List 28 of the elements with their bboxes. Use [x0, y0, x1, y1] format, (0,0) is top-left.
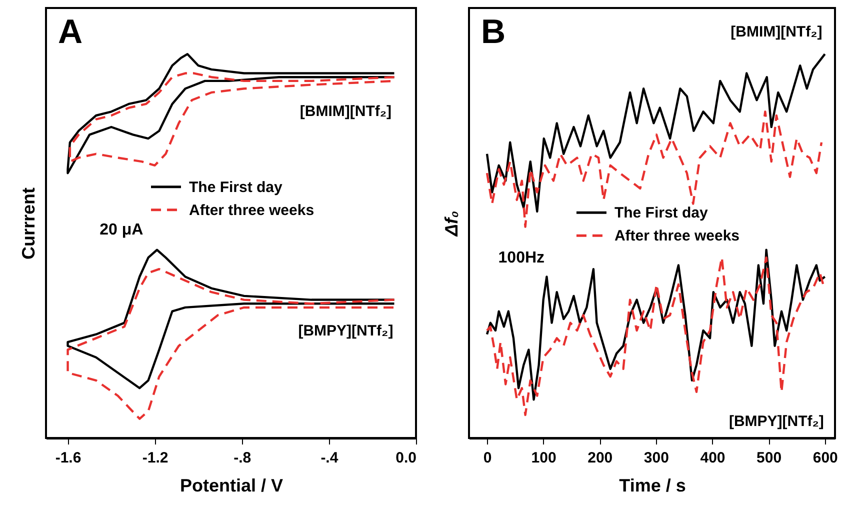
x-tick-label: -.4 — [320, 450, 339, 466]
x-tick-label: -.8 — [234, 450, 252, 466]
x-tick-label: 400 — [700, 450, 726, 466]
annotation: [BMPY][NTf₂] — [728, 412, 824, 430]
x-tick-label: -1.2 — [142, 450, 168, 466]
text: [BMIM][NTf₂] — [730, 24, 822, 41]
annotation: [BMIM][NTf₂] — [300, 103, 392, 120]
x-axis-title: Potential / V — [180, 476, 284, 496]
x-tick-label: -1.6 — [55, 450, 82, 466]
legend-label: The First day — [189, 178, 284, 196]
x-tick-label: 300 — [644, 450, 669, 466]
chart-title: B — [481, 13, 506, 51]
chart-title: A — [58, 13, 83, 51]
annotation: [BMPY][NTf₂] — [298, 322, 394, 340]
x-axis-title: Time / s — [619, 476, 686, 496]
x-tick-label: 0.0 — [396, 450, 416, 466]
x-tick-label: 200 — [588, 450, 613, 466]
legend-label: The First day — [614, 204, 708, 222]
x-tick-label: 0 — [483, 450, 492, 466]
x-tick-label: 600 — [812, 450, 838, 466]
y-axis-title: Δf₀ — [442, 210, 462, 238]
legend-label: After three weeks — [614, 228, 740, 245]
x-tick-label: 100 — [531, 450, 556, 466]
x-tick-label: 500 — [756, 450, 782, 466]
annotation: 20 μA — [100, 221, 144, 238]
y-axis-title: Currrent — [18, 187, 38, 260]
annotation: 100Hz — [498, 249, 545, 266]
legend-label: After three weeks — [189, 202, 314, 219]
